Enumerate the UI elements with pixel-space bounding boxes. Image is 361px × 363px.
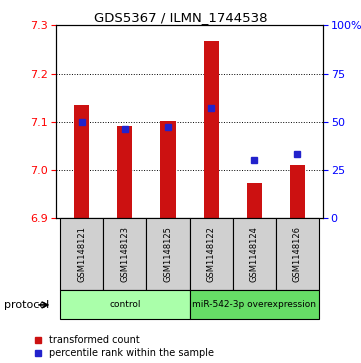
Text: miR-542-3p overexpression: miR-542-3p overexpression xyxy=(192,301,316,309)
Bar xyxy=(232,218,276,290)
Text: GSM1148126: GSM1148126 xyxy=(293,226,302,282)
Text: GSM1148123: GSM1148123 xyxy=(121,226,129,282)
Bar xyxy=(160,121,175,218)
Text: control: control xyxy=(109,301,141,309)
Bar xyxy=(60,218,103,290)
Bar xyxy=(190,290,319,319)
Bar xyxy=(276,218,319,290)
Bar xyxy=(103,218,147,290)
Bar xyxy=(74,105,90,218)
Bar xyxy=(147,218,190,290)
Text: GDS5367 / ILMN_1744538: GDS5367 / ILMN_1744538 xyxy=(94,11,267,24)
Bar xyxy=(117,126,132,218)
Bar xyxy=(60,290,190,319)
Bar xyxy=(247,183,262,218)
Legend: transformed count, percentile rank within the sample: transformed count, percentile rank withi… xyxy=(34,335,214,358)
Text: GSM1148122: GSM1148122 xyxy=(206,226,216,282)
Text: protocol: protocol xyxy=(4,300,49,310)
Text: GSM1148121: GSM1148121 xyxy=(77,226,86,282)
Text: GSM1148124: GSM1148124 xyxy=(250,226,258,282)
Text: GSM1148125: GSM1148125 xyxy=(164,226,173,282)
Bar xyxy=(190,218,232,290)
Bar xyxy=(290,165,305,218)
Bar xyxy=(204,41,219,218)
